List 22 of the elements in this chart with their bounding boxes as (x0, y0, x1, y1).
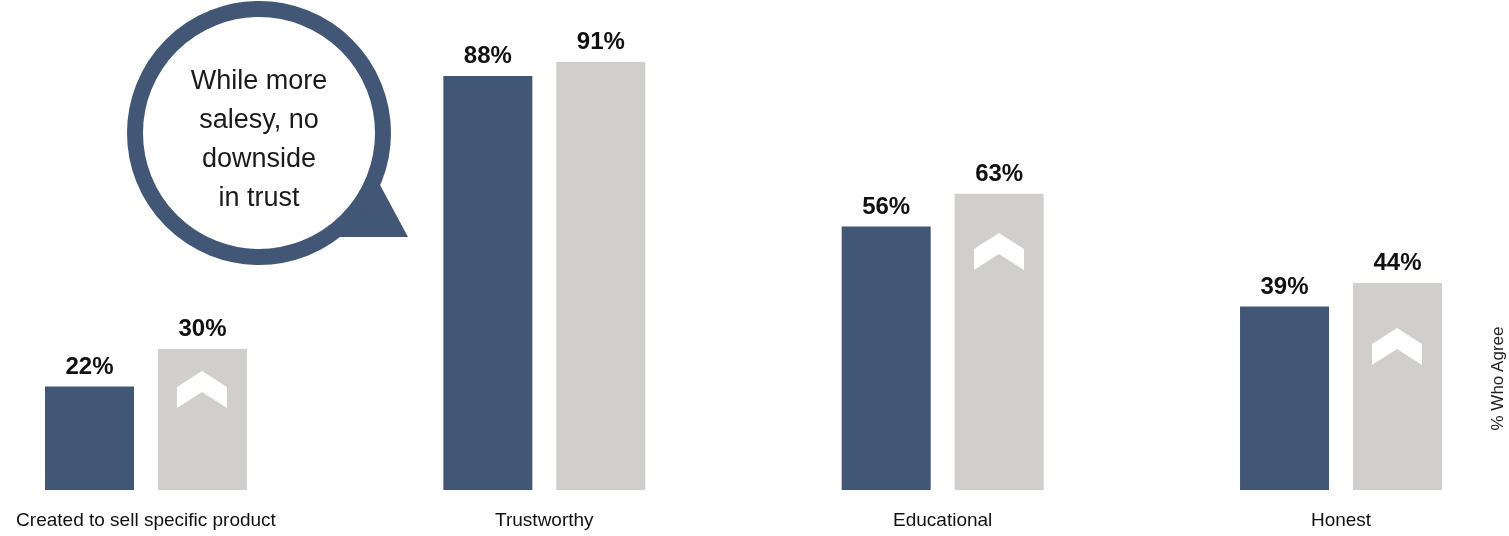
bar (157, 348, 247, 490)
x-tick-label: Educational (893, 508, 993, 530)
data-label: 63% (975, 158, 1024, 186)
x-tick-label: Trustworthy (495, 508, 595, 530)
bar (954, 193, 1044, 490)
x-tick-label: Created to sell specific product (16, 508, 277, 530)
bar (841, 226, 931, 490)
bar (556, 62, 646, 490)
bar (443, 76, 533, 490)
y-axis-title: % Who Agree (1487, 326, 1507, 431)
data-label: 88% (463, 41, 512, 69)
bar (1240, 306, 1330, 490)
bar (1352, 283, 1442, 490)
data-label: 44% (1373, 248, 1422, 276)
data-label: 56% (862, 191, 911, 219)
bar (45, 386, 135, 490)
data-label: 22% (65, 351, 114, 379)
data-label: 39% (1260, 271, 1309, 299)
x-tick-label: Honest (1310, 508, 1372, 530)
data-label: 30% (178, 313, 227, 341)
data-label: 91% (576, 27, 625, 54)
annotation: While more salesy, no downside in trust (189, 63, 329, 214)
